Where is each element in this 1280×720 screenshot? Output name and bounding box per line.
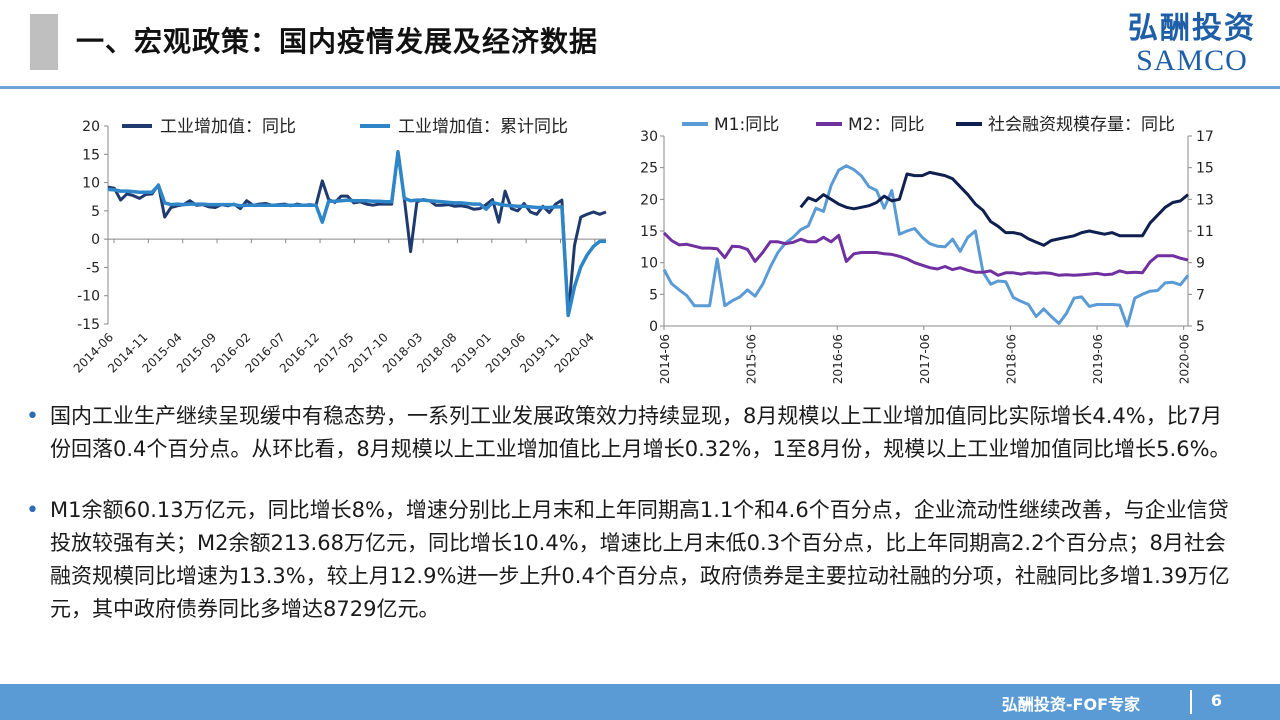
right-tick-label: 17: [1196, 129, 1214, 145]
y-tick-label: 20: [82, 119, 100, 135]
right-tick-label: 15: [1196, 161, 1214, 177]
legend-label-0: 工业增加值：同比: [160, 117, 296, 137]
series-line-0: [107, 150, 607, 317]
bullet-industrial: 国内工业生产继续呈现缓中有稳态势，一系列工业发展政策效力持续显现，8月规模以上工…: [26, 400, 1242, 466]
industrial-output-chart-svg: -15-10-5051015202014-062014-112015-04201…: [71, 117, 607, 376]
left-tick-label: 15: [640, 224, 658, 240]
series-line-1: [107, 150, 606, 318]
money-supply-chart: 0 5 10 15 20 25 30 5 7 9 11 13 15 17 2014-06 2015-06 201…: [630, 96, 1230, 396]
y-tick-label: -15: [77, 317, 100, 333]
left-tick-label: 30: [640, 129, 658, 145]
page-title: 一、宏观政策：国内疫情发展及经济数据: [76, 25, 599, 58]
logo-english: SAMCO: [1136, 44, 1248, 77]
bullet-list: 国内工业生产继续呈现缓中有稳态势，一系列工业发展政策效力持续显现，8月规模以上工…: [26, 400, 1242, 626]
y-tick-label: -10: [77, 289, 100, 305]
left-tick-label: 0: [649, 319, 658, 335]
title-accent-bar: [30, 14, 58, 70]
right-tick-label: 5: [1196, 319, 1205, 335]
series-line-0: [662, 164, 1190, 328]
header-divider: [0, 86, 1280, 89]
y-tick-label: 0: [91, 232, 100, 248]
y-tick-label: 10: [82, 176, 100, 192]
x-tick-label: 2017-06: [918, 334, 932, 384]
x-tick-label: 2019-06: [1091, 334, 1105, 384]
y-tick-label: 15: [82, 147, 100, 163]
logo-chinese: 弘酬投资: [1128, 11, 1256, 46]
right-tick-label: 11: [1196, 224, 1214, 240]
x-tick-label: 2015-06: [745, 334, 759, 384]
x-tick-label: 2020-06: [1178, 334, 1192, 384]
x-tick-label: 2014-06: [658, 334, 672, 384]
page-number: 6: [1210, 691, 1222, 710]
left-tick-label: 25: [640, 161, 658, 177]
footer-text: 弘酬投资-FOF专家: [1001, 695, 1140, 714]
x-tick-label: 2018-06: [1004, 334, 1018, 384]
x-tick-label: 2016-06: [831, 334, 845, 384]
right-tick-label: 13: [1196, 192, 1214, 208]
industrial-output-chart: -15 -10 -5 0 5 10 15 20 2014-06 2014-11 2015-04 201…: [60, 96, 620, 396]
money-supply-chart-svg: 0 5 10 15 20 25 30 5 7 9 11 13 15 17 2014-06 2015-06 201…: [640, 115, 1214, 384]
footer-separator: [1190, 690, 1192, 714]
legend-label-1: M2：同比: [848, 115, 924, 135]
legend-label-0: M1:同比: [714, 115, 779, 135]
left-tick-label: 5: [649, 287, 658, 303]
series-line-2: [799, 170, 1189, 247]
right-tick-label: 9: [1196, 256, 1205, 272]
series-line-1: [662, 231, 1189, 277]
footer-bar: 弘酬投资-FOF专家 6: [0, 684, 1280, 720]
company-logo: 弘酬投资 SAMCO: [1122, 12, 1262, 76]
left-tick-label: 20: [640, 192, 658, 208]
legend-label-1: 工业增加值：累计同比: [398, 117, 568, 137]
legend-label-2: 社会融资规模存量：同比: [988, 115, 1175, 135]
y-tick-label: -5: [86, 260, 100, 276]
bullet-money-supply: M1余额60.13万亿元，同比增长8%，增速分别比上月末和上年同期高1.1个和4…: [26, 494, 1242, 626]
right-tick-label: 7: [1196, 287, 1205, 303]
left-tick-label: 10: [640, 256, 658, 272]
y-tick-label: 5: [91, 204, 100, 220]
